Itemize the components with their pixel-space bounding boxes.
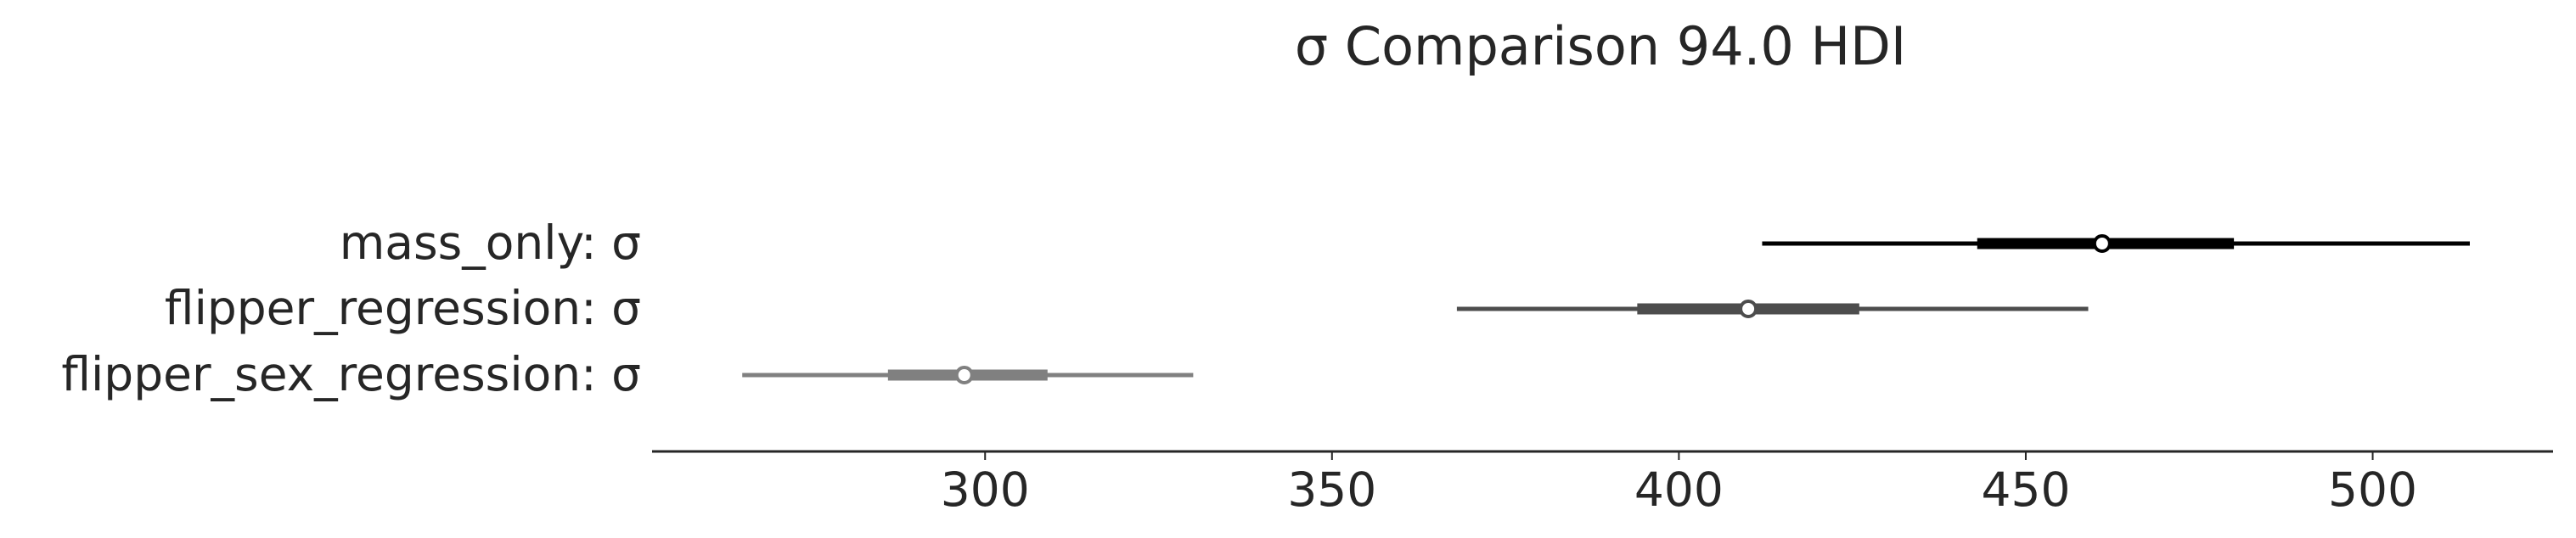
forest-row: flipper_sex_regression: σ (61, 347, 1194, 401)
forest-row: mass_only: σ (340, 216, 2470, 270)
point-estimate-marker (2092, 234, 2112, 253)
x-axis-ticks: 300 350 400 450 500 (941, 451, 2417, 517)
x-tick-label: 350 (1287, 462, 1376, 517)
x-tick-label: 300 (941, 462, 1030, 517)
point-estimate-marker (1739, 300, 1758, 318)
chart-title: σ Comparison 94.0 HDI (1295, 15, 1906, 77)
x-tick-label: 450 (1981, 462, 2070, 517)
row-label: mass_only: σ (340, 216, 641, 270)
forest-row: flipper_regression: σ (165, 281, 2089, 335)
point-estimate-marker (954, 366, 974, 384)
x-tick-label: 500 (2328, 462, 2417, 517)
row-label: flipper_sex_regression: σ (61, 347, 641, 401)
rows: mass_only: σ flipper_regression: σ flipper… (61, 216, 2470, 401)
x-tick-label: 400 (1634, 462, 1724, 517)
row-label: flipper_regression: σ (165, 281, 641, 335)
